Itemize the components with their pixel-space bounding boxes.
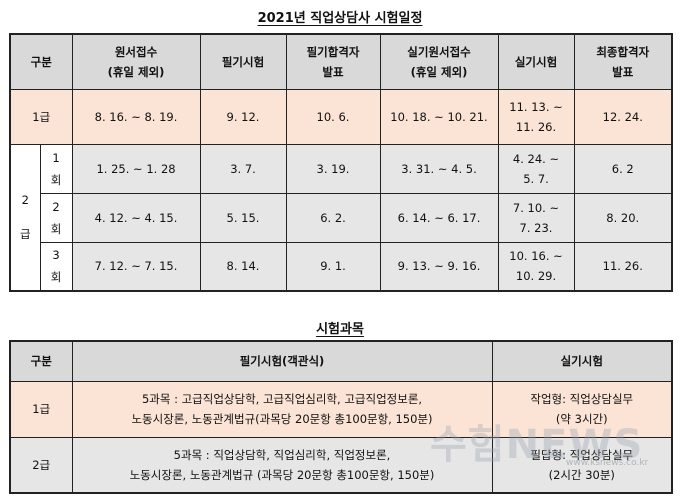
subject-practical: 필답형: 직업상담실무 (2시간 30분)	[491, 436, 673, 494]
watermark-logo: 수험NEWS	[430, 422, 644, 468]
round3-practical-exam: 10. 16. ~ 10. 29.	[497, 241, 575, 292]
round2-application: 4. 12. ~ 4. 15.	[71, 192, 201, 243]
round1-written-result: 3. 19.	[285, 143, 381, 194]
round1-practical-exam: 4. 24. ~ 5. 7.	[497, 143, 575, 194]
level1-application: 8. 16. ~ 8. 19.	[71, 88, 201, 145]
level1-final-result: 12. 24.	[573, 88, 673, 145]
level1-written-result: 10. 6.	[285, 88, 381, 145]
table-row: 1급 8. 16. ~ 8. 19. 9. 12. 10. 6. 10. 18.…	[9, 88, 673, 145]
schedule-header-row: 구분 원서접수 (휴일 제외) 필기시험 필기합격자 발표 실기원서접수 (휴일…	[9, 33, 673, 90]
round-label: 1 회	[39, 143, 73, 194]
round2-written-result: 6. 2.	[285, 192, 381, 243]
subjects-header-practical: 실기시험	[491, 340, 673, 382]
table-row: 1급 5과목 : 고급직업상담학, 고급직업심리학, 고급직업정보론, 노동시장…	[9, 380, 673, 438]
round2-written-exam: 5. 15.	[199, 192, 287, 243]
subjects-table: 구분 필기시험(객관식) 실기시험 1급 5과목 : 고급직업상담학, 고급직업…	[9, 340, 673, 494]
round1-written-exam: 3. 7.	[199, 143, 287, 194]
round1-application: 1. 25. ~ 1. 28	[71, 143, 201, 194]
header-written-result: 필기합격자 발표	[285, 33, 381, 90]
round3-final-result: 11. 26.	[573, 241, 673, 292]
round2-practical-exam: 7. 10. ~ 7. 23.	[497, 192, 575, 243]
level1-practical-application: 10. 18. ~ 10. 21.	[379, 88, 499, 145]
level1-label: 1급	[9, 88, 73, 145]
subject-written: 5과목 : 직업상담학, 직업심리학, 직업정보론, 노동시장론, 노동관계법규…	[71, 436, 493, 494]
subjects-header-written: 필기시험(객관식)	[71, 340, 493, 382]
round3-application: 7. 12. ~ 7. 15.	[71, 241, 201, 292]
subject-level-label: 2급	[9, 436, 73, 494]
header-category: 구분	[9, 33, 73, 90]
subject-written: 5과목 : 고급직업상담학, 고급직업심리학, 고급직업정보론, 노동시장론, …	[71, 380, 493, 438]
round2-final-result: 8. 20.	[573, 192, 673, 243]
round1-practical-application: 3. 31. ~ 4. 5.	[379, 143, 499, 194]
subject-level-label: 1급	[9, 380, 73, 438]
round3-written-result: 9. 1.	[285, 241, 381, 292]
header-written-exam: 필기시험	[199, 33, 287, 90]
round1-final-result: 6. 2	[573, 143, 673, 194]
round-label: 2 회	[39, 192, 73, 243]
round3-practical-application: 9. 13. ~ 9. 16.	[379, 241, 499, 292]
level1-written-exam: 9. 12.	[199, 88, 287, 145]
round2-practical-application: 6. 14. ~ 6. 17.	[379, 192, 499, 243]
header-practical-exam: 실기시험	[497, 33, 575, 90]
watermark-url: www.ksnews.co.kr	[566, 458, 649, 468]
level1-practical-exam: 11. 13. ~ 11. 26.	[497, 88, 575, 145]
header-practical-application: 실기원서접수 (휴일 제외)	[379, 33, 499, 90]
table-row: 2 회 4. 12. ~ 4. 15. 5. 15. 6. 2. 6. 14. …	[10, 192, 673, 243]
schedule-table: 구분 원서접수 (휴일 제외) 필기시험 필기합격자 발표 실기원서접수 (휴일…	[9, 33, 674, 292]
table-row: 3 회 7. 12. ~ 7. 15. 8. 14. 9. 1. 9. 13. …	[10, 241, 673, 292]
header-application: 원서접수 (휴일 제외)	[71, 33, 201, 90]
round3-written-exam: 8. 14.	[199, 241, 287, 292]
round-label: 3 회	[39, 241, 73, 292]
table-row: 2급 5과목 : 직업상담학, 직업심리학, 직업정보론, 노동시장론, 노동관…	[9, 436, 673, 494]
table-row: 2 급 1 회 1. 25. ~ 1. 28 3. 7. 3. 19. 3. 3…	[9, 143, 673, 292]
schedule-title: 2021년 직업상담사 시험일정	[257, 11, 423, 26]
subjects-header-row: 구분 필기시험(객관식) 실기시험	[9, 340, 673, 382]
level2-label: 2 급	[9, 143, 41, 292]
header-final-result: 최종합격자 발표	[573, 33, 673, 90]
subjects-header-category: 구분	[9, 340, 73, 382]
subjects-title: 시험과목	[316, 322, 364, 337]
subject-practical: 작업형: 직업상담실무 (약 3시간)	[491, 380, 673, 438]
